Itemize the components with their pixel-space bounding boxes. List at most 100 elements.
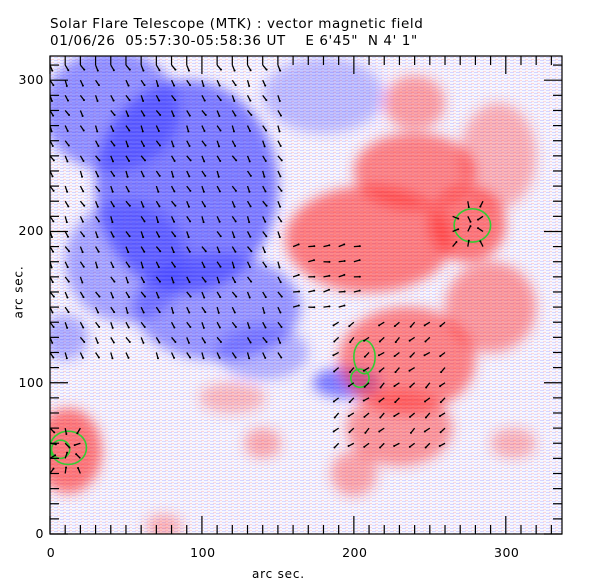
- field-vector: [95, 215, 100, 222]
- field-vector-head: [112, 130, 115, 133]
- field-vector: [409, 382, 416, 388]
- field-vector: [246, 337, 252, 343]
- field-vector-head: [158, 69, 161, 72]
- field-vector-head: [233, 69, 236, 72]
- field-vector: [125, 321, 130, 328]
- field-vector-head: [158, 235, 161, 238]
- field-vector-head: [249, 69, 252, 72]
- field-vector: [155, 306, 161, 313]
- field-vector: [110, 337, 115, 343]
- field-vector-head: [65, 84, 68, 87]
- field-vector-head: [347, 445, 350, 448]
- field-vector-head: [173, 265, 176, 268]
- field-vector-head: [439, 431, 442, 434]
- field-vector: [64, 467, 67, 474]
- field-vector-head: [51, 69, 54, 72]
- field-vector-head: [408, 445, 411, 448]
- field-vector-head: [173, 84, 176, 87]
- field-vector: [125, 352, 130, 359]
- field-vector-head: [467, 239, 470, 242]
- field-vector: [424, 321, 431, 326]
- field-vector-head: [263, 251, 266, 254]
- field-vector-head: [51, 145, 54, 148]
- field-vector-head: [265, 235, 268, 238]
- field-vector: [201, 306, 206, 313]
- field-vector: [246, 276, 252, 283]
- field-vector-head: [332, 354, 335, 357]
- field-vector-head: [264, 190, 267, 193]
- field-vector: [155, 352, 159, 359]
- plot-frame: [49, 55, 563, 535]
- field-vector: [140, 110, 145, 116]
- field-vector: [393, 412, 400, 417]
- field-vector: [440, 427, 446, 433]
- field-vector-head: [333, 416, 336, 419]
- field-vector: [308, 259, 315, 263]
- field-vector-head: [265, 68, 268, 71]
- field-vector-head: [264, 356, 267, 359]
- field-vector-head: [218, 115, 221, 118]
- field-vector-head: [328, 274, 331, 277]
- field-vector-head: [333, 340, 336, 343]
- field-vector-head: [455, 240, 458, 243]
- field-vector: [409, 336, 415, 342]
- field-vector: [216, 336, 222, 343]
- field-vector: [216, 261, 222, 268]
- field-vector-head: [52, 84, 55, 87]
- field-vector-head: [233, 205, 236, 208]
- field-vector: [110, 352, 114, 359]
- field-vector: [140, 79, 146, 86]
- field-vector-head: [279, 69, 282, 72]
- field-vector-head: [67, 99, 70, 102]
- field-vector-head: [189, 356, 192, 359]
- x-tick-label: 100: [190, 545, 216, 560]
- field-vector-head: [174, 68, 177, 71]
- field-contour: [453, 207, 492, 243]
- field-vector-head: [343, 243, 346, 246]
- field-vector-head: [82, 326, 85, 329]
- field-vector-head: [347, 415, 350, 418]
- field-vector: [323, 305, 330, 308]
- field-vector-head: [67, 205, 70, 208]
- field-vector-head: [113, 114, 116, 117]
- field-vector-head: [343, 259, 346, 262]
- field-vector-head: [233, 100, 236, 103]
- field-vector-head: [217, 311, 220, 314]
- field-vector: [64, 64, 69, 71]
- field-vector-head: [250, 250, 253, 253]
- field-vector: [439, 412, 446, 417]
- field-vector-head: [157, 296, 160, 299]
- field-vector-head: [409, 415, 412, 418]
- field-vector-head: [51, 281, 54, 284]
- field-vector: [170, 321, 175, 328]
- field-vector: [410, 427, 416, 434]
- field-vector-head: [142, 236, 145, 239]
- field-vector-head: [82, 235, 85, 238]
- field-contour: [50, 430, 88, 466]
- field-vector-head: [111, 357, 114, 360]
- field-vector: [155, 337, 160, 343]
- field-vector-head: [173, 159, 176, 162]
- field-vector: [363, 336, 370, 342]
- field-vector-head: [249, 205, 252, 208]
- field-vector: [246, 80, 250, 87]
- field-vector: [378, 427, 385, 433]
- field-vector-head: [348, 431, 351, 434]
- field-vector: [379, 336, 385, 342]
- field-vector: [216, 321, 221, 328]
- field-vector: [424, 351, 431, 356]
- field-vector-head: [279, 341, 282, 344]
- field-vector-head: [113, 174, 116, 177]
- field-vector-head: [82, 265, 85, 268]
- field-vector-head: [65, 357, 68, 360]
- field-vector-head: [50, 130, 53, 133]
- field-vector-head: [263, 175, 266, 178]
- field-vector-head: [50, 236, 53, 239]
- field-vector-head: [187, 69, 190, 72]
- field-vector-head: [157, 190, 160, 193]
- field-vector-head: [174, 204, 177, 207]
- field-vector: [64, 322, 68, 329]
- field-vector-head: [479, 240, 482, 243]
- y-tick-label: 0: [35, 526, 44, 541]
- field-vector-head: [172, 175, 175, 178]
